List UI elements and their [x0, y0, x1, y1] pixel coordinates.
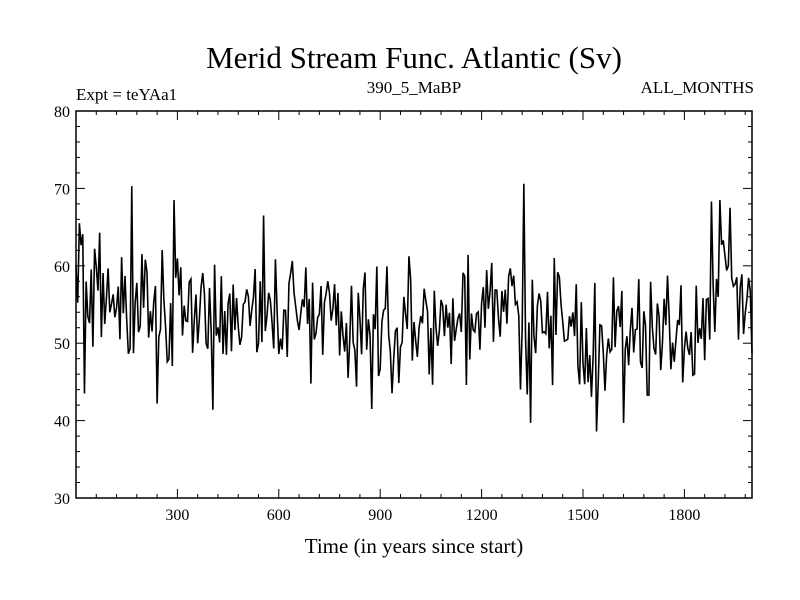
axis-ticks: 30 40 50 60 70 80 300 600 900 1200 1500 1800	[54, 104, 752, 524]
x-tick-label: 600	[267, 507, 291, 524]
x-tick-label: 900	[368, 507, 392, 524]
x-tick-label: 1200	[466, 507, 498, 524]
y-tick-label: 70	[54, 181, 70, 198]
months-label: ALL_MONTHS	[641, 78, 754, 97]
series-line	[75, 183, 753, 432]
y-tick-label: 80	[54, 104, 70, 121]
x-tick-label: 1500	[567, 507, 599, 524]
x-tick-label: 1800	[668, 507, 700, 524]
y-tick-label: 40	[54, 414, 70, 431]
y-tick-label: 30	[54, 491, 70, 508]
plot-frame	[75, 110, 753, 499]
y-tick-label: 60	[54, 259, 70, 276]
chart-title: Merid Stream Func. Atlantic (Sv)	[206, 40, 622, 75]
period-label: 390_5_MaBP	[367, 78, 461, 97]
x-tick-label: 300	[165, 507, 189, 524]
series-layer	[75, 183, 753, 432]
x-axis-label: Time (in years since start)	[305, 534, 524, 558]
experiment-label: Expt = teYAa1	[76, 85, 177, 104]
y-tick-label: 50	[54, 336, 70, 353]
